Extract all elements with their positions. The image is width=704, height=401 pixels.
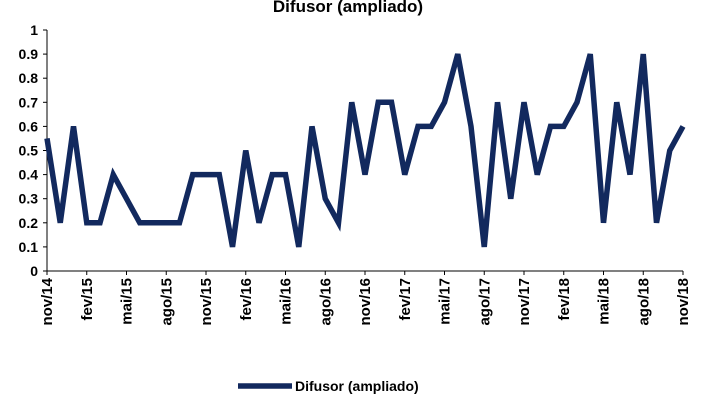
x-tick-label: ago/15 <box>158 278 175 326</box>
x-tick-label: mai/16 <box>278 278 295 325</box>
x-tick-label: ago/17 <box>476 278 493 326</box>
x-tick-label: mai/15 <box>119 278 136 325</box>
x-tick-label: ago/18 <box>635 278 652 326</box>
x-tick-label: ago/16 <box>317 278 334 326</box>
y-tick-label: 1 <box>30 22 38 38</box>
y-tick-label: 0.8 <box>19 70 39 86</box>
y-tick-label: 0.7 <box>19 94 39 110</box>
x-tick-label: fev/17 <box>397 278 414 321</box>
x-tick-label: nov/15 <box>198 278 215 326</box>
y-tick-label: 0 <box>30 263 38 279</box>
x-tick-label: nov/14 <box>39 277 56 325</box>
y-tick-label: 0.1 <box>19 239 39 255</box>
chart-title: Difusor (ampliado) <box>273 0 423 16</box>
y-tick-label: 0.2 <box>19 215 39 231</box>
x-tick-label: mai/18 <box>596 278 613 325</box>
y-tick-label: 0.4 <box>19 167 39 183</box>
x-tick-label: mai/17 <box>437 278 454 325</box>
y-tick-label: 0.6 <box>19 118 39 134</box>
x-tick-label: nov/16 <box>357 278 374 326</box>
y-tick-label: 0.3 <box>19 191 39 207</box>
y-tick-label: 0.9 <box>19 46 39 62</box>
x-tick-label: nov/18 <box>675 278 692 326</box>
y-tick-label: 0.5 <box>19 143 39 159</box>
x-tick-label: fev/16 <box>238 278 255 321</box>
x-tick-label: fev/18 <box>556 278 573 321</box>
x-tick-label: nov/17 <box>516 278 533 326</box>
legend-label: Difusor (ampliado) <box>295 378 419 394</box>
data-line <box>44 53 686 248</box>
x-tick-label: fev/15 <box>79 278 96 321</box>
